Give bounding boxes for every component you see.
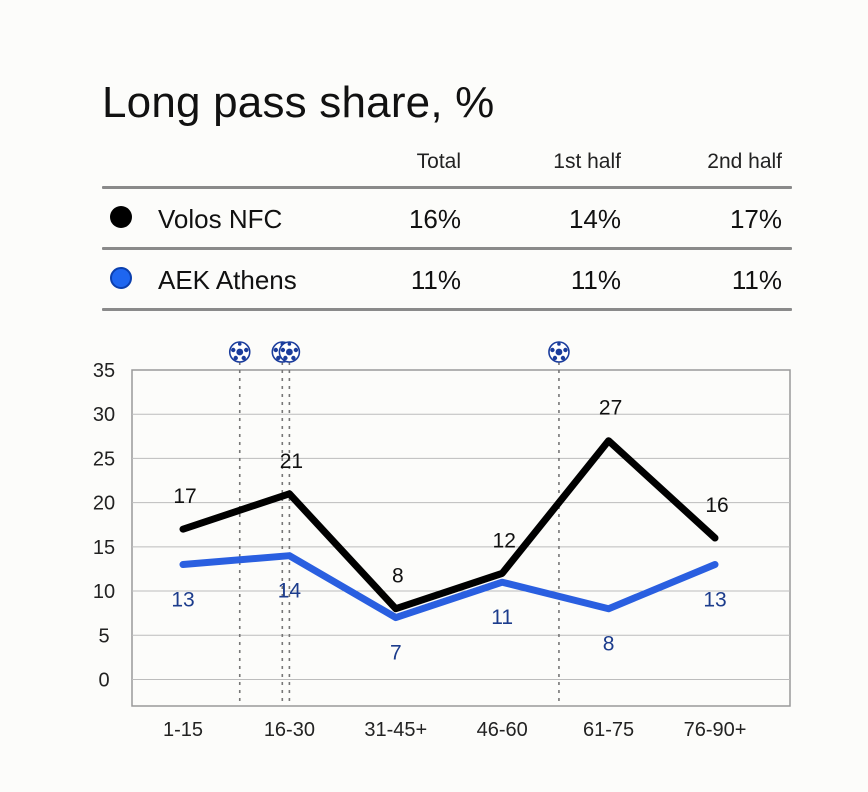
header-first-half: 1st half [553,150,621,173]
aek-second-half: 11% [731,265,782,295]
x-tick-label: 31-45+ [364,719,427,741]
y-tick-label: 10 [93,581,115,603]
data-label: 13 [703,589,726,612]
legend-dot-aek [110,267,132,289]
data-label: 27 [599,397,622,420]
data-label: 21 [280,450,303,473]
divider [102,186,792,189]
soccer-ball-icon [548,341,570,363]
stats-table: Total 1st half 2nd half Volos NFC 16% 14… [102,140,792,311]
volos-first-half: 14% [568,204,621,234]
y-tick-label: 20 [93,493,115,515]
soccer-ball-icon [228,341,251,363]
divider [102,308,792,311]
header-second-half: 2nd half [707,150,782,173]
y-tick-label: 30 [93,404,115,426]
stats-header: Total 1st half 2nd half [102,140,792,186]
chart-title: Long pass share, % [102,78,495,127]
data-label: 7 [390,642,402,665]
x-tick-label: 46-60 [477,719,528,741]
team-name-volos: Volos NFC [158,204,283,234]
data-label: 16 [705,494,728,517]
team-name-aek: AEK Athens [158,265,297,295]
data-label: 11 [491,606,513,629]
data-label: 14 [278,580,302,603]
data-label: 12 [493,529,516,552]
x-tick-label: 16-30 [264,719,315,741]
data-label: 17 [173,485,196,508]
y-tick-label: 25 [93,448,115,470]
aek-total: 11% [410,265,461,295]
y-tick-label: 35 [93,360,115,382]
volos-total: 16% [408,204,461,234]
stats-row-volos: Volos NFC 16% 14% 17% [102,189,792,247]
data-label: 8 [603,633,615,656]
header-total: Total [416,150,461,173]
x-tick-label: 61-75 [583,719,634,741]
data-label: 13 [171,589,194,612]
volos-second-half: 17% [729,204,782,234]
series-line-volos [179,437,719,613]
soccer-ball-icon [278,341,301,363]
divider [102,247,792,250]
aek-first-half: 11% [570,265,621,295]
y-tick-label: 5 [98,625,109,647]
series-line-aek [179,552,719,622]
stats-row-aek: AEK Athens 11% 11% 11% [102,250,792,308]
x-tick-label: 1-15 [163,719,203,741]
plot-frame [131,369,791,707]
x-tick-label: 76-90+ [684,719,747,741]
legend-dot-volos [110,206,132,228]
data-label: 8 [392,565,404,588]
y-tick-label: 15 [93,537,115,559]
y-tick-label: 0 [98,669,109,691]
